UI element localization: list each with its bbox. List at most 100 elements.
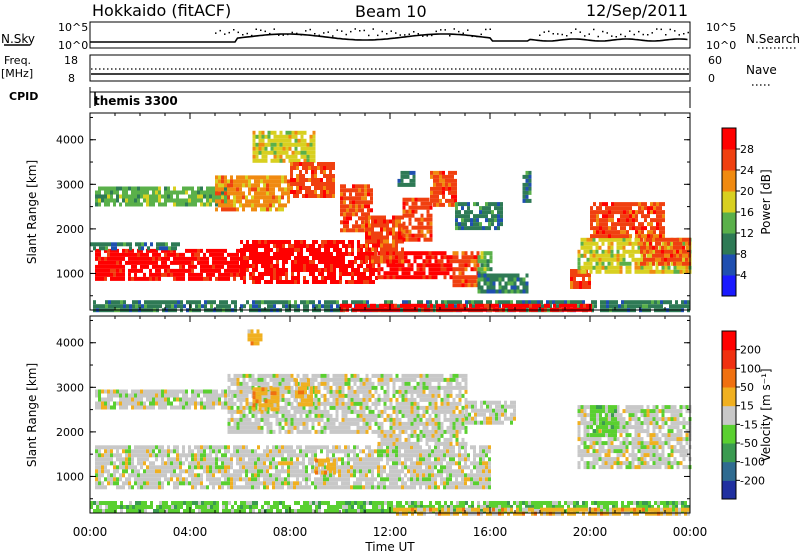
heatmap-cell [343, 212, 346, 217]
heatmap-cell [194, 485, 197, 490]
heatmap-cell [240, 260, 243, 264]
heatmap-cell [107, 469, 110, 474]
heatmap-cell [479, 214, 482, 219]
heatmap-cell [119, 393, 122, 398]
heatmap-cell [369, 256, 372, 260]
heatmap-cell [180, 300, 183, 305]
heatmap-cell [360, 300, 363, 305]
heatmap-cell [402, 237, 406, 242]
heatmap-cell [565, 303, 568, 308]
heatmap-cell [416, 453, 419, 458]
heatmap-cell [209, 248, 212, 253]
heatmap-cell [425, 449, 428, 454]
heatmap-cell [428, 267, 432, 272]
heatmap-cell [302, 194, 305, 198]
heatmap-cell [589, 265, 593, 270]
heatmap-cell [489, 273, 493, 278]
heatmap-cell [440, 481, 443, 486]
heatmap-cell [194, 252, 197, 257]
heatmap-cell [477, 271, 481, 276]
heatmap-cell [383, 215, 386, 220]
heatmap-cell [667, 237, 670, 242]
heatmap-cell [167, 469, 170, 474]
heatmap-cell [272, 449, 275, 454]
heatmap-cell [294, 146, 298, 151]
heatmap-cell [261, 130, 265, 135]
heatmap-cell [492, 285, 496, 290]
heatmap-cell [341, 473, 344, 478]
heatmap-cell [321, 268, 324, 272]
heatmap-cell [327, 304, 330, 309]
heatmap-cell [613, 257, 617, 262]
heatmap-cell [113, 252, 116, 257]
heatmap-cell [287, 195, 290, 200]
heatmap-cell [389, 255, 392, 260]
heatmap-cell [269, 461, 272, 466]
beam-title: Beam 10 [355, 2, 427, 21]
heatmap-cell [98, 202, 101, 207]
heatmap-cell [227, 473, 230, 478]
heatmap-cell [374, 259, 377, 264]
heatmap-cell [302, 166, 305, 170]
heatmap-cell [119, 397, 122, 402]
heatmap-cell [140, 397, 143, 402]
heatmap-cell [236, 457, 239, 462]
heatmap-cell [258, 244, 261, 248]
heatmap-cell [224, 469, 227, 474]
heatmap-cell [580, 241, 584, 246]
heatmap-cell [95, 272, 98, 277]
heatmap-cell [643, 265, 647, 270]
heatmap-cell [444, 300, 447, 305]
heatmap-cell [179, 469, 182, 474]
heatmap-cell [443, 469, 446, 474]
heatmap-cell [159, 300, 162, 305]
heatmap-cell [128, 272, 131, 277]
heatmap-cell [176, 485, 179, 490]
heatmap-cell [592, 241, 596, 246]
heatmap-cell [128, 194, 131, 199]
heatmap-cell [684, 300, 687, 305]
heatmap-cell [185, 248, 188, 253]
heatmap-cell [137, 481, 140, 486]
heatmap-cell [218, 260, 221, 265]
heatmap-cell [408, 217, 412, 222]
heatmap-cell [528, 178, 532, 183]
heatmap-cell [483, 251, 487, 256]
heatmap-cell [368, 485, 371, 490]
heatmap-cell [452, 275, 456, 280]
heatmap-cell [276, 248, 279, 252]
heatmap-cell [134, 401, 137, 406]
heatmap-cell [170, 248, 173, 253]
heatmap-cell [401, 259, 404, 264]
heatmap-cell [522, 281, 526, 286]
heatmap-cell [296, 182, 299, 186]
heatmap-cell [134, 389, 137, 394]
heatmap-cell [658, 253, 661, 258]
heatmap-cell [134, 268, 137, 273]
heatmap-cell [183, 304, 186, 309]
heatmap-cell [128, 465, 131, 470]
heatmap-cell [613, 265, 617, 270]
heatmap-cell [497, 222, 500, 227]
heatmap-cell [281, 187, 284, 192]
heatmap-cell [482, 214, 485, 219]
heatmap-cell [318, 248, 321, 252]
heatmap-cell [422, 457, 425, 462]
heatmap-cell [155, 272, 158, 277]
heatmap-cell [173, 473, 176, 478]
heatmap-cell [362, 469, 365, 474]
nsearch-point [228, 31, 230, 34]
heatmap-cell [270, 146, 274, 151]
heatmap-cell [98, 268, 101, 273]
heatmap-cell [101, 445, 104, 450]
heatmap-cell [449, 477, 452, 482]
heatmap-cell [257, 179, 260, 184]
heatmap-cell [407, 453, 410, 458]
heatmap-cell [479, 206, 482, 211]
heatmap-cell [429, 201, 433, 206]
heatmap-cell [120, 300, 123, 305]
heatmap-cell [324, 300, 327, 305]
heatmap-cell [173, 469, 176, 474]
heatmap-cell [282, 134, 286, 139]
heatmap-cell [392, 465, 395, 470]
